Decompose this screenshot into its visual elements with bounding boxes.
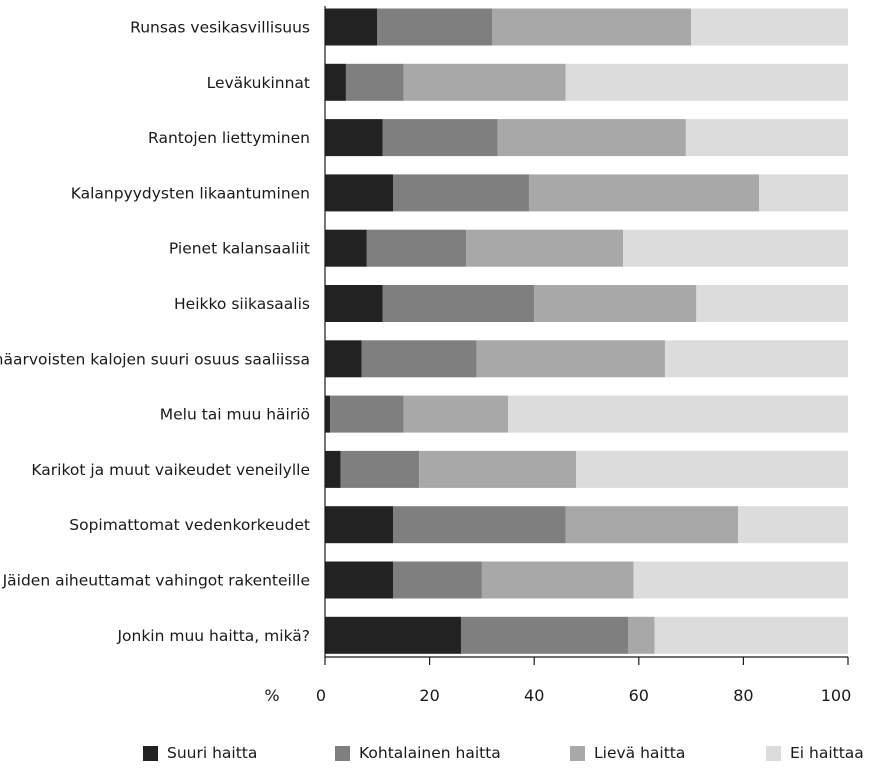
legend-swatch	[335, 745, 350, 761]
bar-levakukinnat-lieva-haitta	[403, 63, 566, 101]
bar-levakukinnat-ei-haittaa	[565, 63, 848, 101]
bar-pienet-kalansaaliit-suuri-haitta	[325, 229, 367, 267]
legend-label: Suuri haitta	[167, 744, 258, 762]
bar-karikot-ja-muut-vaikeudet-veneilylle-kohtalainen-haitta	[340, 450, 420, 488]
legend-swatch	[766, 745, 781, 761]
category-label-sopimattomat-vedenkorkeudet: Sopimattomat vedenkorkeudet	[69, 516, 310, 534]
bar-sopimattomat-vedenkorkeudet-ei-haittaa	[738, 506, 848, 544]
bar-jonkin-muu-haitta-mika-suuri-haitta	[325, 616, 461, 654]
bar-runsas-vesikasvillisuus-kohtalainen-haitta	[377, 8, 493, 46]
bar-runsas-vesikasvillisuus-suuri-haitta	[325, 8, 378, 46]
bar-jaiden-aiheuttamat-vahingot-rakenteille-ei-haittaa	[633, 561, 848, 599]
bar-kalanpyydysten-likaantuminen-ei-haittaa	[759, 174, 848, 212]
bar-melu-tai-muu-hairio-ei-haittaa	[508, 395, 848, 433]
x-axis-unit-label: %	[264, 686, 279, 705]
category-label-melu-tai-muu-hairio: Melu tai muu häiriö	[160, 406, 310, 424]
bar-vahaarvoisten-kalojen-suuri-osuus-saaliissa-suuri-haitta	[325, 340, 362, 378]
category-label-karikot-ja-muut-vaikeudet-veneilylle: Karikot ja muut vaikeudet veneilylle	[31, 461, 310, 479]
bar-pienet-kalansaaliit-kohtalainen-haitta	[366, 229, 467, 267]
bar-karikot-ja-muut-vaikeudet-veneilylle-suuri-haitta	[325, 450, 341, 488]
bar-jaiden-aiheuttamat-vahingot-rakenteille-lieva-haitta	[481, 561, 634, 599]
bar-heikko-siikasaalis-kohtalainen-haitta	[382, 285, 535, 322]
category-label-runsas-vesikasvillisuus: Runsas vesikasvillisuus	[130, 19, 310, 37]
bar-heikko-siikasaalis-suuri-haitta	[325, 285, 383, 322]
bar-rantojen-liettyminen-lieva-haitta	[497, 119, 686, 157]
legend-item-suuri-haitta: Suuri haitta	[143, 744, 257, 762]
x-tick-label: 20	[419, 686, 439, 705]
x-tick-label: 60	[629, 686, 649, 705]
bar-melu-tai-muu-hairio-lieva-haitta	[403, 395, 509, 433]
legend-swatch	[143, 745, 158, 761]
legend-swatch	[570, 745, 585, 761]
category-label-heikko-siikasaalis: Heikko siikasaalis	[174, 295, 310, 313]
legend-label: Lievä haitta	[594, 744, 686, 762]
bar-levakukinnat-kohtalainen-haitta	[345, 63, 404, 101]
legend-item-ei-haittaa: Ei haittaa	[766, 744, 864, 762]
x-tick-label: 40	[524, 686, 544, 705]
bar-runsas-vesikasvillisuus-lieva-haitta	[492, 8, 692, 46]
chart-legend: Suuri haitta Kohtalainen haitta Lievä hait…	[0, 744, 886, 774]
category-label-jonkin-muu-haitta-mika: Jonkin muu haitta, mikä?	[116, 627, 310, 645]
bar-jonkin-muu-haitta-mika-kohtalainen-haitta	[460, 616, 629, 654]
legend-item-kohtalainen-haitta: Kohtalainen haitta	[335, 744, 501, 762]
bar-melu-tai-muu-hairio-suuri-haitta	[325, 395, 331, 433]
bar-heikko-siikasaalis-ei-haittaa	[696, 285, 848, 322]
category-label-kalanpyydysten-likaantuminen: Kalanpyydysten likaantuminen	[71, 184, 310, 202]
bar-karikot-ja-muut-vaikeudet-veneilylle-ei-haittaa	[576, 450, 848, 488]
bar-pienet-kalansaaliit-ei-haittaa	[623, 229, 848, 267]
legend-label: Ei haittaa	[790, 744, 864, 762]
category-label-pienet-kalansaaliit: Pienet kalansaaliit	[169, 240, 310, 258]
category-labels: Runsas vesikasvillisuus Leväkukinnat Ranto…	[0, 19, 310, 645]
bar-sopimattomat-vedenkorkeudet-kohtalainen-haitta	[392, 506, 566, 544]
bar-vahaarvoisten-kalojen-suuri-osuus-saaliissa-ei-haittaa	[664, 340, 848, 378]
bar-jonkin-muu-haitta-mika-ei-haittaa	[654, 616, 848, 654]
x-axis-ticks: 0 20 40 60 80 100	[316, 657, 851, 705]
category-label-rantojen-liettyminen: Rantojen liettyminen	[148, 129, 310, 147]
bar-jaiden-aiheuttamat-vahingot-rakenteille-kohtalainen-haitta	[392, 561, 482, 599]
category-label-levakukinnat: Leväkukinnat	[207, 74, 310, 92]
bar-kalanpyydysten-likaantuminen-suuri-haitta	[325, 174, 393, 212]
bar-kalanpyydysten-likaantuminen-lieva-haitta	[528, 174, 760, 212]
bar-vahaarvoisten-kalojen-suuri-osuus-saaliissa-lieva-haitta	[476, 340, 665, 378]
bar-karikot-ja-muut-vaikeudet-veneilylle-lieva-haitta	[419, 450, 577, 488]
bar-rantojen-liettyminen-kohtalainen-haitta	[382, 119, 498, 157]
bar-jonkin-muu-haitta-mika-lieva-haitta	[628, 616, 655, 654]
x-tick-label: 100	[821, 686, 852, 705]
category-label-vahaarvoisten-kalojen-suuri-osuus-saaliissa: Vähäarvoisten kalojen suuri osuus saalii…	[0, 350, 310, 368]
legend-label: Kohtalainen haitta	[359, 744, 501, 762]
category-label-jaiden-aiheuttamat-vahingot-rakenteille: Jäiden aiheuttamat vahingot rakenteille	[2, 572, 310, 590]
bar-rantojen-liettyminen-ei-haittaa	[685, 119, 848, 157]
bar-melu-tai-muu-hairio-kohtalainen-haitta	[330, 395, 404, 433]
bar-rantojen-liettyminen-suuri-haitta	[325, 119, 383, 157]
x-tick-label: 0	[316, 686, 326, 705]
x-tick-label: 80	[733, 686, 753, 705]
bar-sopimattomat-vedenkorkeudet-lieva-haitta	[565, 506, 739, 544]
bar-sopimattomat-vedenkorkeudet-suuri-haitta	[325, 506, 393, 544]
bar-vahaarvoisten-kalojen-suuri-osuus-saaliissa-kohtalainen-haitta	[361, 340, 477, 378]
bar-kalanpyydysten-likaantuminen-kohtalainen-haitta	[392, 174, 529, 212]
bar-jaiden-aiheuttamat-vahingot-rakenteille-suuri-haitta	[325, 561, 393, 599]
bar-runsas-vesikasvillisuus-ei-haittaa	[691, 8, 848, 46]
legend-item-lieva-haitta: Lievä haitta	[570, 744, 685, 762]
bar-heikko-siikasaalis-lieva-haitta	[534, 285, 697, 322]
bars-layer	[325, 8, 848, 654]
bar-levakukinnat-suuri-haitta	[325, 63, 346, 101]
bar-pienet-kalansaaliit-lieva-haitta	[466, 229, 624, 267]
